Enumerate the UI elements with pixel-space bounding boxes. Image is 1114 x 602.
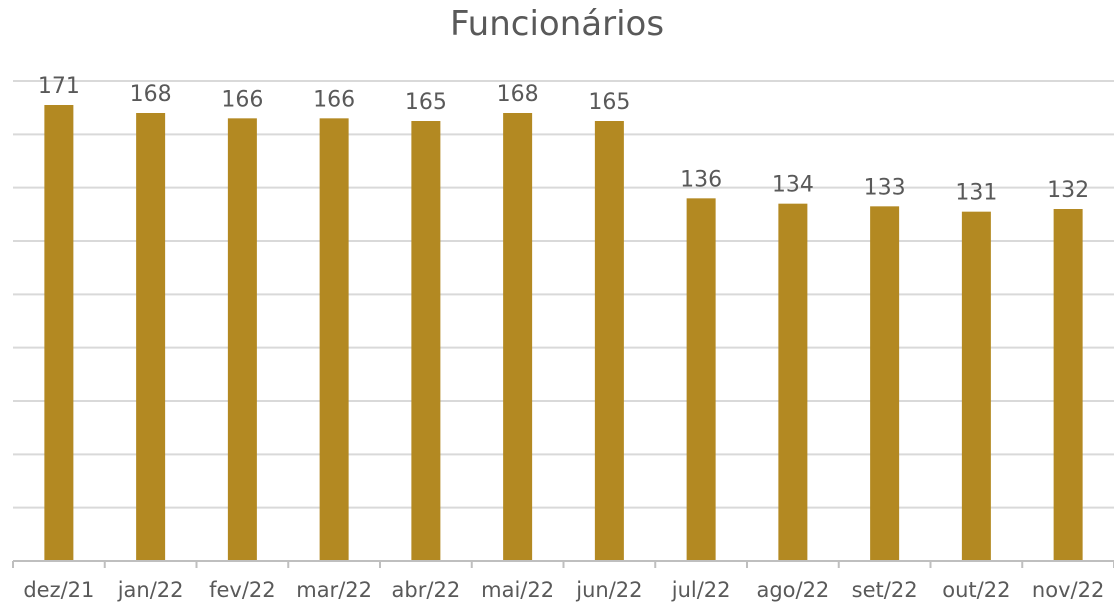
- x-tick-label: jan/22: [117, 578, 184, 602]
- data-labels: 171 168 166 166 165 168 165 136 134 133 131 132: [38, 74, 1089, 206]
- x-tick-label: mar/22: [296, 578, 372, 602]
- bar: [778, 203, 808, 561]
- bars: [44, 105, 1083, 562]
- bar: [411, 121, 441, 561]
- data-label: 136: [680, 167, 722, 192]
- data-label: 171: [38, 74, 80, 99]
- x-tick-label: ago/22: [756, 578, 829, 602]
- x-tick-label: abr/22: [392, 578, 461, 602]
- bar: [870, 206, 900, 562]
- x-axis: dez/21 jan/22 fev/22 mar/22 abr/22 mai/22 jun/…: [12, 560, 1114, 602]
- bar: [227, 118, 257, 561]
- data-label: 166: [313, 87, 355, 112]
- bar: [961, 211, 991, 561]
- data-label: 131: [955, 181, 997, 206]
- data-label: 168: [497, 82, 539, 107]
- bar: [1053, 209, 1083, 561]
- x-tick-label: out/22: [942, 578, 1010, 602]
- bar: [503, 113, 533, 561]
- data-label: 134: [772, 173, 814, 198]
- data-label: 132: [1047, 178, 1089, 203]
- data-label: 165: [588, 90, 630, 115]
- chart-title: Funcionários: [449, 4, 665, 44]
- x-tick-label: jun/22: [575, 578, 642, 602]
- data-label: 168: [130, 82, 172, 107]
- data-label: 133: [864, 175, 906, 200]
- bar: [319, 118, 349, 561]
- bar: [44, 105, 74, 561]
- bar: [594, 121, 624, 561]
- gridlines: [13, 80, 1114, 509]
- bar: [686, 198, 716, 562]
- data-label: 165: [405, 90, 447, 115]
- bar: [136, 113, 166, 561]
- data-label: 166: [221, 87, 263, 112]
- x-tick-label: set/22: [852, 578, 918, 602]
- x-tick-label: dez/21: [23, 578, 94, 602]
- x-tick-label: mai/22: [481, 578, 554, 602]
- x-tick-label: fev/22: [209, 578, 276, 602]
- x-tick-label: jul/22: [671, 578, 731, 602]
- x-tick-label: nov/22: [1032, 578, 1104, 602]
